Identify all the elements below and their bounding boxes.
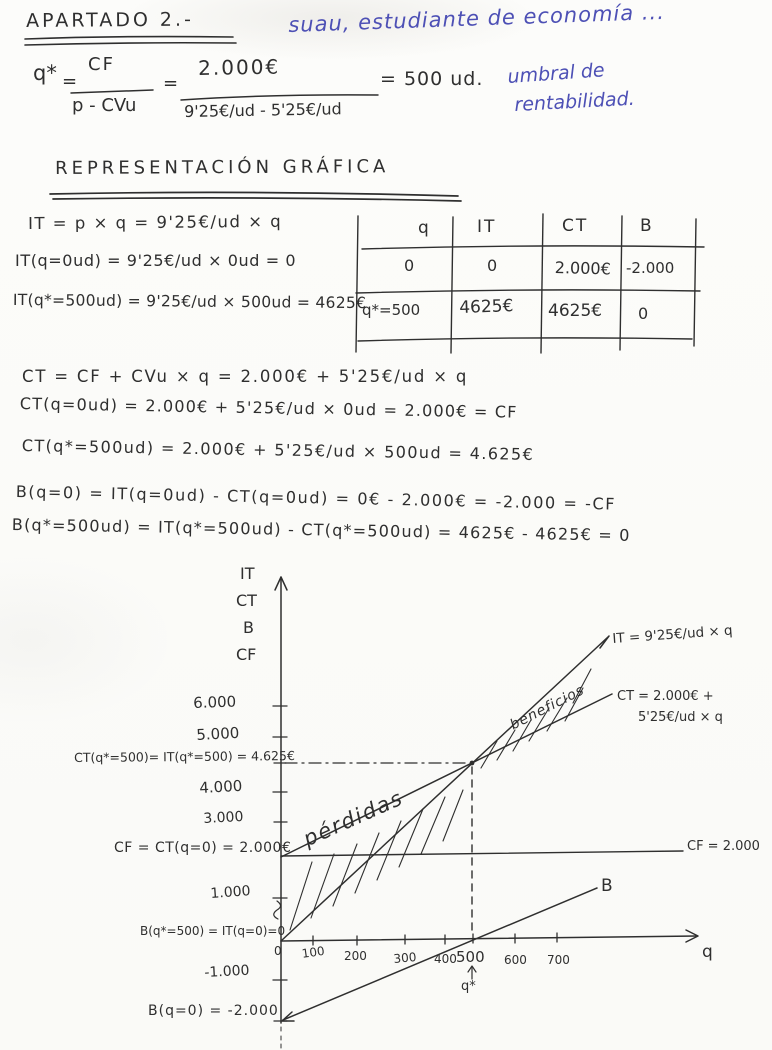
x-axis-label-q: q — [702, 942, 713, 962]
graph-b-line — [281, 887, 598, 1022]
table-cell-r2-it: 4625€ — [458, 296, 514, 318]
formula-frac1-denominator: p - CVu — [72, 95, 137, 116]
table-cell-r2-q: q*=500 — [362, 301, 421, 319]
formula-frac1-numerator: CF — [88, 54, 115, 75]
table-cell-r1-it: 0 — [487, 256, 498, 275]
cf-line-label: CF = 2.000 — [687, 839, 760, 854]
formula-frac2-denominator: 9'25€/ud - 5'25€/ud — [183, 99, 342, 121]
y-tick-1000: 1.000 — [209, 883, 252, 902]
formula-result: = 500 ud. — [380, 68, 484, 90]
x-origin-label: 0 — [274, 944, 282, 958]
fraction-bars — [70, 89, 379, 101]
table-cell-r2-ct: 4625€ — [548, 301, 603, 321]
graph-cf-line — [280, 850, 684, 857]
y-axis-name-cf: CF — [236, 645, 257, 664]
heading-underline — [49, 191, 462, 202]
x-tick-100: 100 — [300, 943, 326, 961]
y-tick-3000: 3.000 — [202, 808, 244, 827]
y-tick-neg1000: -1.000 — [203, 962, 250, 981]
table-header-b: B — [640, 216, 652, 236]
formula-frac2-numerator: 2.000€ — [197, 54, 281, 80]
it-equation-2: IT(q=0ud) = 9'25€/ud × 0ud = 0 — [15, 251, 297, 270]
x-tick-300: 300 — [392, 950, 417, 966]
x-tick-700: 700 — [547, 953, 570, 967]
formula-qstar: q* — [33, 61, 57, 85]
y-tick-5000: 5.000 — [195, 723, 240, 744]
breakeven-q-label: q* — [461, 979, 476, 994]
table-cell-r1-ct: 2.000€ — [554, 258, 612, 279]
brace-squiggle — [273, 900, 282, 920]
q-star-arrow — [467, 965, 477, 980]
it-equation-1: IT = p × q = 9'25€/ud × q — [27, 211, 283, 233]
profit-hatching — [480, 668, 592, 769]
graph-it-line — [280, 635, 610, 942]
formula-equals-1: = — [62, 71, 78, 92]
table-grid — [355, 213, 705, 354]
table-header-q: q — [418, 218, 429, 238]
table-cell-r1-b: -2.000 — [626, 259, 675, 277]
ct-line-label-2: 5'25€/ud × q — [638, 710, 723, 725]
it-equation-3: IT(q*=500ud) = 9'25€/ud × 500ud = 4625€ — [12, 291, 367, 313]
x-tick-200: 200 — [344, 949, 367, 963]
y-tick-6000: 6.000 — [192, 692, 237, 712]
b-line-label: B — [601, 876, 613, 896]
annotation-cf-2000: CF = CT(q=0) = 2.000€ — [114, 840, 292, 856]
table-header-it: IT — [477, 217, 497, 237]
loss-hatching — [289, 789, 464, 931]
y-tick-4000: 4.000 — [198, 776, 243, 797]
title-underline — [24, 35, 237, 46]
ct-equation-1: CT = CF + CVu × q = 2.000€ + 5'25€/ud × … — [22, 367, 469, 386]
y-axis-name-it: IT — [240, 564, 255, 583]
annotation-b-at-0: B(q=0) = -2.000 — [148, 1003, 279, 1019]
y-axis-name-ct: CT — [236, 591, 257, 610]
ct-line-label-1: CT = 2.000€ + — [617, 689, 714, 704]
y-axis-ticks — [272, 705, 288, 1022]
x-tick-600: 600 — [504, 953, 527, 967]
x-tick-500: 500 — [456, 948, 485, 966]
x-axis-ticks — [312, 932, 558, 946]
annotation-b-at-500: B(q*=500) = IT(q=0)=0 — [140, 924, 286, 938]
y-axis-name-b: B — [243, 618, 254, 637]
breakeven-point — [469, 760, 475, 766]
annotation-intersection-4625: CT(q*=500)= IT(q*=500) = 4.625€ — [73, 748, 295, 765]
table-cell-r1-q: 0 — [404, 256, 415, 275]
section-heading: REPRESENTACIÓN GRÁFICA — [54, 156, 390, 179]
graph-axes — [274, 576, 699, 1024]
table-header-ct: CT — [562, 216, 589, 236]
table-cell-r2-b: 0 — [638, 304, 649, 323]
x-tick-400: 400 — [434, 952, 457, 966]
formula-equals-2: = — [163, 73, 179, 94]
page-title: APARTADO 2.- — [25, 8, 194, 32]
graph-ct-line — [280, 693, 613, 858]
